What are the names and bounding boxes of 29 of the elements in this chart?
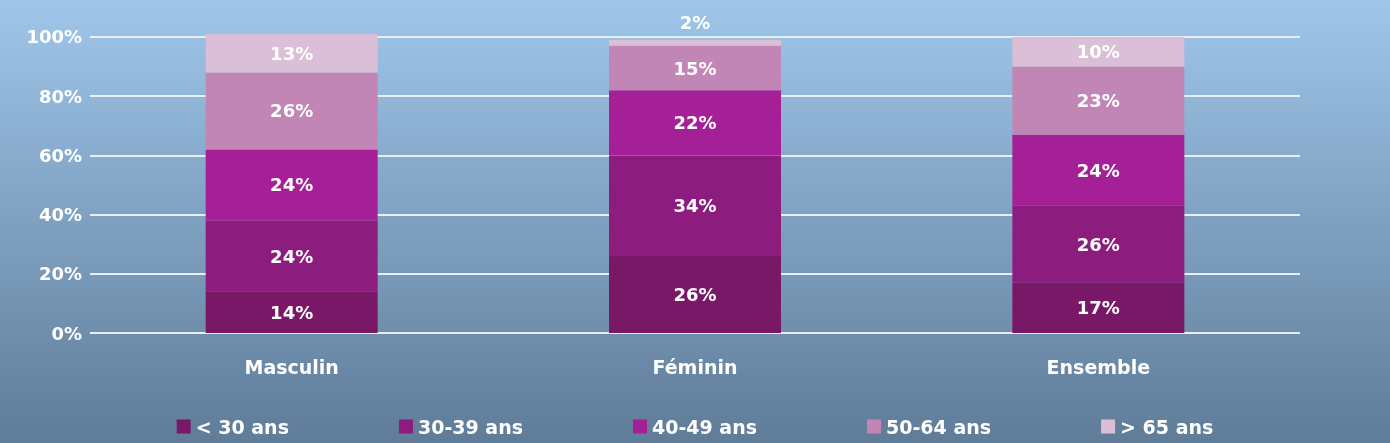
x-tick-label: Masculin xyxy=(244,355,339,378)
y-tick-label: 100% xyxy=(26,26,82,48)
y-tick-label: 20% xyxy=(38,263,82,285)
data-label: 24% xyxy=(270,245,314,267)
data-label: 26% xyxy=(270,100,314,122)
x-tick-label: Ensemble xyxy=(1046,355,1151,378)
data-label: 24% xyxy=(1076,159,1120,181)
data-label: 23% xyxy=(1076,90,1120,112)
data-label: 26% xyxy=(1076,233,1120,255)
y-tick-label: 80% xyxy=(38,85,82,107)
data-label: 17% xyxy=(1076,297,1120,319)
legend-label: 30-39 ans xyxy=(417,415,523,438)
data-label: 13% xyxy=(270,42,314,64)
data-label: 2% xyxy=(679,12,711,34)
legend-label: > 65 ans xyxy=(1120,415,1214,438)
y-tick-label: 60% xyxy=(38,144,82,166)
legend-label: < 30 ans xyxy=(195,415,289,438)
data-label: 26% xyxy=(673,284,717,306)
x-tick-label: Féminin xyxy=(652,355,738,378)
y-tick-label: 40% xyxy=(38,204,82,226)
y-tick-label: 0% xyxy=(51,322,82,344)
data-label: 34% xyxy=(673,195,717,217)
data-label: 10% xyxy=(1076,41,1120,63)
data-label: 24% xyxy=(270,174,314,196)
data-label: 15% xyxy=(673,57,717,79)
data-label: 14% xyxy=(270,301,314,323)
data-label: 22% xyxy=(673,112,717,134)
legend-label: 50-64 ans xyxy=(886,415,992,438)
legend-label: 40-49 ans xyxy=(651,415,758,438)
